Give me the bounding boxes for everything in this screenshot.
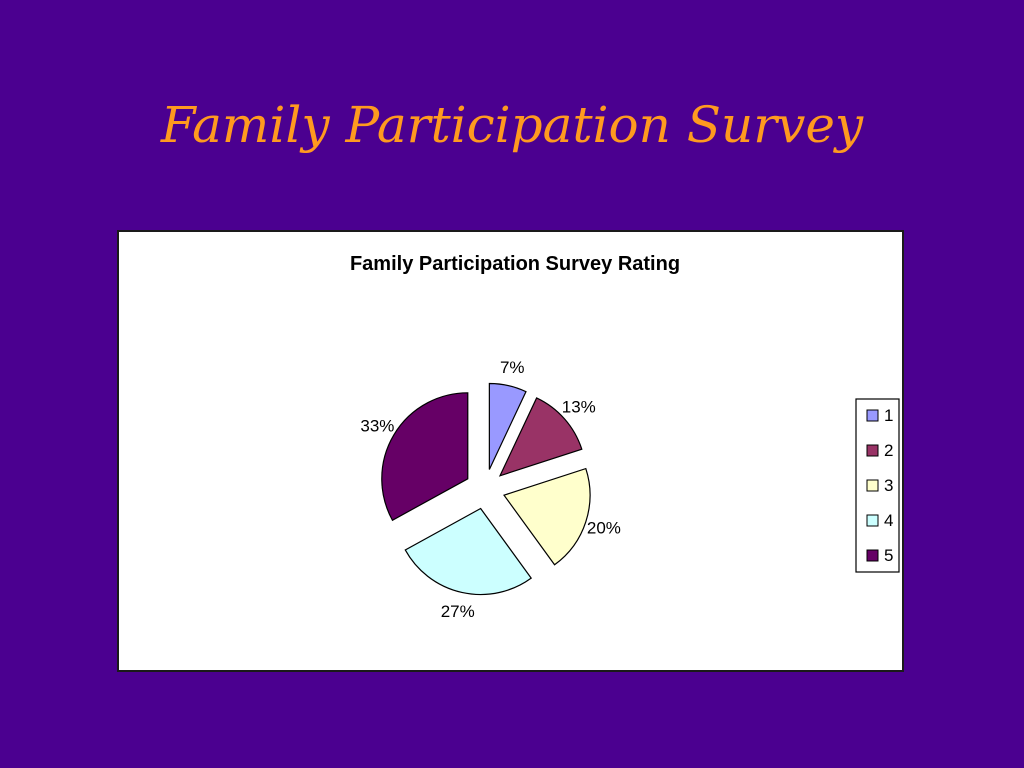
pie-chart: Family Participation Survey Rating 7% 13%… xyxy=(350,253,900,621)
legend-label-4: 4 xyxy=(884,511,893,530)
legend: 1 2 3 4 5 xyxy=(855,398,900,573)
pie-slice-1 xyxy=(488,382,527,470)
pie-slice-2 xyxy=(498,397,583,477)
legend-box xyxy=(855,398,900,573)
legend-label-5: 5 xyxy=(884,546,893,565)
legend-swatch-4 xyxy=(866,514,879,527)
legend-swatch-2 xyxy=(866,444,879,457)
legend-swatch-5 xyxy=(866,549,879,562)
legend-swatch-1 xyxy=(866,409,879,422)
legend-label-2: 2 xyxy=(884,441,893,460)
slice-label-1: 7% xyxy=(500,358,525,377)
pie-slice-4 xyxy=(404,507,533,596)
slice-label-3: 20% xyxy=(587,519,621,538)
legend-label-1: 1 xyxy=(884,406,893,425)
chart-title: Family Participation Survey Rating xyxy=(350,253,680,275)
legend-label-3: 3 xyxy=(884,476,893,495)
pie-slice-5 xyxy=(381,392,469,522)
legend-items: 1 2 3 4 5 xyxy=(866,406,893,565)
pie-slices xyxy=(381,382,591,596)
chart-area: Family Participation Survey Rating 7% 13%… xyxy=(117,230,904,672)
slice-label-2: 13% xyxy=(562,397,596,416)
slice-labels: 7% 13% 20% 27% 33% xyxy=(360,358,621,621)
slice-label-5: 33% xyxy=(360,416,394,435)
slice-label-4: 27% xyxy=(441,602,475,621)
slide-title: Family Participation Survey xyxy=(160,96,864,154)
legend-swatch-3 xyxy=(866,479,879,492)
pie-slice-3 xyxy=(503,467,591,566)
